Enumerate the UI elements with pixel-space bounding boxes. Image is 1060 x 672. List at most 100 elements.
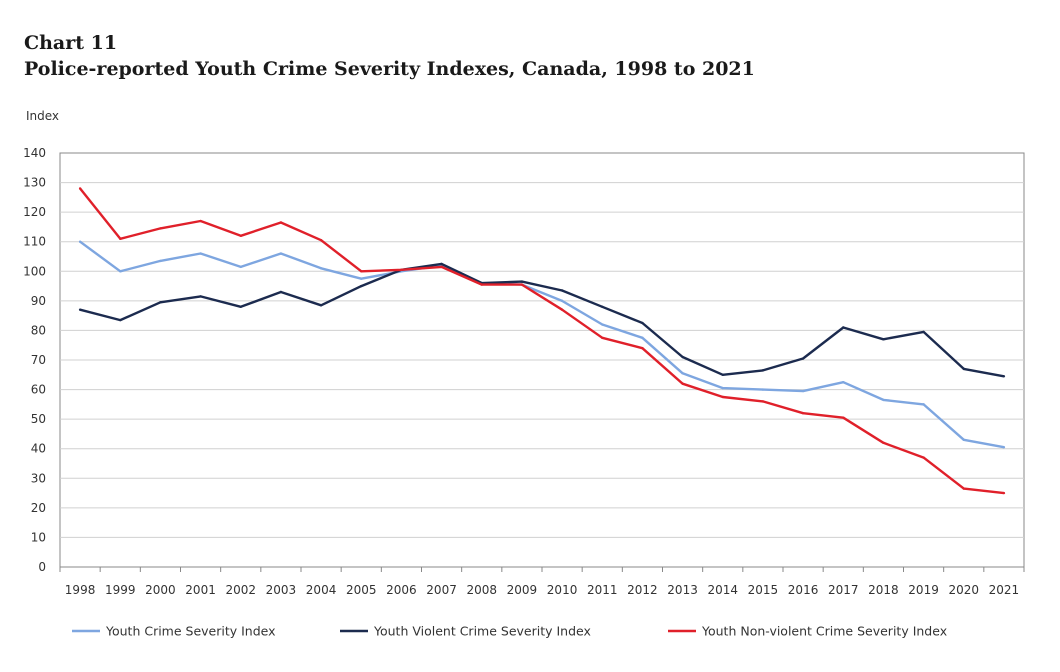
x-tick-label: 2000 [145,583,176,597]
data-point [761,369,765,372]
data-point [279,221,283,224]
series-line-1 [79,240,1005,449]
y-tick-label: 140 [23,146,46,160]
data-point [159,301,162,304]
y-tick-label: 80 [31,323,46,337]
legend-label: Youth Crime Severity Index [105,624,276,639]
data-point [1002,446,1006,449]
data-point [962,438,965,442]
x-tick-label: 2021 [989,583,1020,597]
data-point [882,441,885,444]
x-tick-label: 2007 [426,583,457,597]
x-tick-label: 2014 [707,583,738,597]
series-line-2 [79,262,1005,378]
y-axis-label: Index [26,109,59,123]
y-tick-label: 30 [31,471,46,485]
y-tick-label: 120 [23,205,46,219]
x-tick-label: 2020 [948,583,979,597]
x-tick-label: 2015 [748,583,779,597]
data-point [761,388,765,391]
data-point [440,265,443,269]
data-point [681,355,684,359]
data-point [520,283,524,286]
data-point [882,398,885,402]
data-point [239,234,242,237]
data-point [279,290,283,294]
x-tick-label: 2010 [547,583,578,597]
data-point [199,219,202,223]
data-point [560,289,564,292]
data-point [641,336,644,340]
data-point [239,265,242,269]
y-tick-label: 50 [31,412,46,426]
x-tick-label: 2004 [306,583,337,597]
x-tick-labels: 1998 1999 2000 2001 2002 2003 2004 2005 2006 2007… [59,567,1025,597]
data-point [842,416,845,419]
data-point [119,318,122,322]
legend-label: Youth Violent Crime Severity Index [373,624,591,639]
series-lines [78,187,1006,495]
x-tick-label: 2001 [185,583,216,597]
title-block: Chart 11 Police-reported Youth Crime Sev… [24,30,755,82]
legend: Youth Crime Severity Index Youth Violent … [72,624,947,639]
data-point [1002,375,1006,378]
data-point [480,283,483,286]
data-point [239,305,242,308]
x-tick-label: 2018 [868,583,899,597]
data-point [159,259,162,263]
data-point [761,400,765,403]
data-point [601,323,604,326]
data-point [400,268,403,272]
data-point [801,389,805,393]
data-point [641,321,644,325]
y-tick-label: 10 [31,530,46,544]
y-tick-labels: 0 10 20 30 40 50 60 70 80 90 100 110 120 130 140 [23,146,46,574]
data-point [721,395,724,399]
series-line-3 [79,187,1005,495]
x-tick-label: 2019 [908,583,939,597]
data-point [78,308,82,311]
data-point [119,237,122,240]
data-point [159,227,162,230]
x-tick-label: 1998 [65,583,96,597]
x-tick-label: 2017 [828,583,859,597]
data-point [842,326,845,329]
x-tick-label: 2003 [266,583,297,597]
data-point [360,284,363,288]
data-point [360,270,363,273]
x-tick-label: 2002 [225,583,256,597]
data-point [801,412,805,415]
x-tick-label: 2006 [386,583,417,597]
data-point [842,380,845,384]
data-point [319,239,323,242]
data-point [119,270,122,273]
data-point [560,299,564,303]
x-tick-label: 2008 [466,583,497,597]
x-tick-label: 2005 [346,583,377,597]
chart-number: Chart 11 [24,32,118,54]
data-point [681,382,684,385]
legend-label: Youth Non-violent Crime Severity Index [701,624,947,639]
data-point [279,252,283,255]
data-point [360,277,363,280]
data-point [681,372,684,375]
data-point [319,267,323,270]
x-tick-label: 2016 [788,583,819,597]
data-point [922,330,925,334]
x-tick-label: 2009 [507,583,538,597]
data-point [440,262,443,266]
data-point [801,357,805,360]
y-tick-label: 110 [23,235,46,249]
data-point [78,187,82,190]
y-tick-label: 0 [38,560,46,574]
chart-title: Police-reported Youth Crime Severity Ind… [24,58,755,80]
data-point [721,386,724,390]
y-tick-label: 90 [31,294,46,308]
x-tick-label: 2013 [667,583,698,597]
data-point [601,336,604,340]
data-point [922,456,925,459]
y-tick-label: 60 [31,383,46,397]
data-point [319,304,323,307]
data-point [601,305,604,308]
